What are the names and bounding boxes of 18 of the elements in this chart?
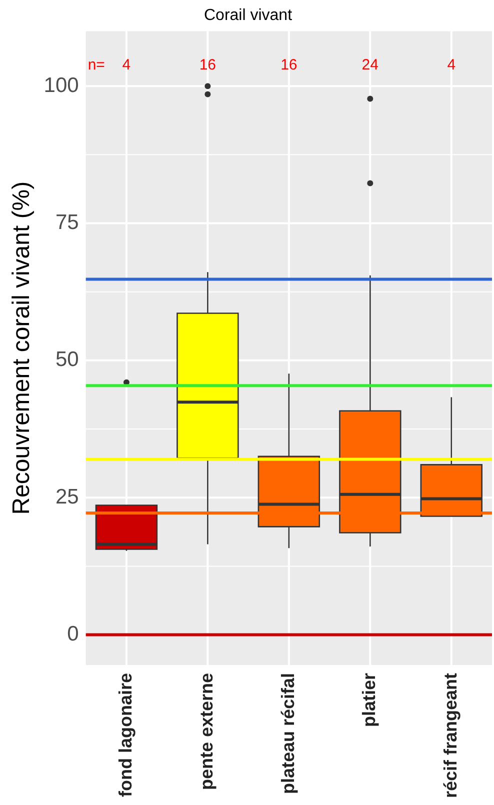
chart-title: Corail vivant — [204, 7, 293, 24]
y-tick-label: 0 — [67, 622, 79, 646]
y-tick-label: 75 — [55, 211, 79, 234]
annotation: 16 — [199, 56, 216, 74]
x-tick-label: récif frangeant — [440, 672, 460, 798]
y-tick-label: 100 — [44, 74, 79, 97]
y-tick-label: 25 — [55, 485, 79, 508]
annotation: n= — [88, 56, 106, 74]
x-tick-label: pente externe — [196, 672, 217, 790]
annotation: 4 — [447, 56, 456, 74]
x-tick-label: platier — [359, 672, 380, 727]
y-tick-label: 50 — [55, 348, 79, 372]
x-tick-label: plateau récifal — [278, 672, 298, 794]
annotation: 16 — [280, 56, 298, 74]
annotation: 24 — [362, 56, 378, 74]
x-tick-label: fond lagonaire — [115, 672, 136, 797]
y-axis-title: Recouvrement corail vivant (%) — [8, 181, 36, 515]
annotation: 4 — [122, 56, 131, 74]
